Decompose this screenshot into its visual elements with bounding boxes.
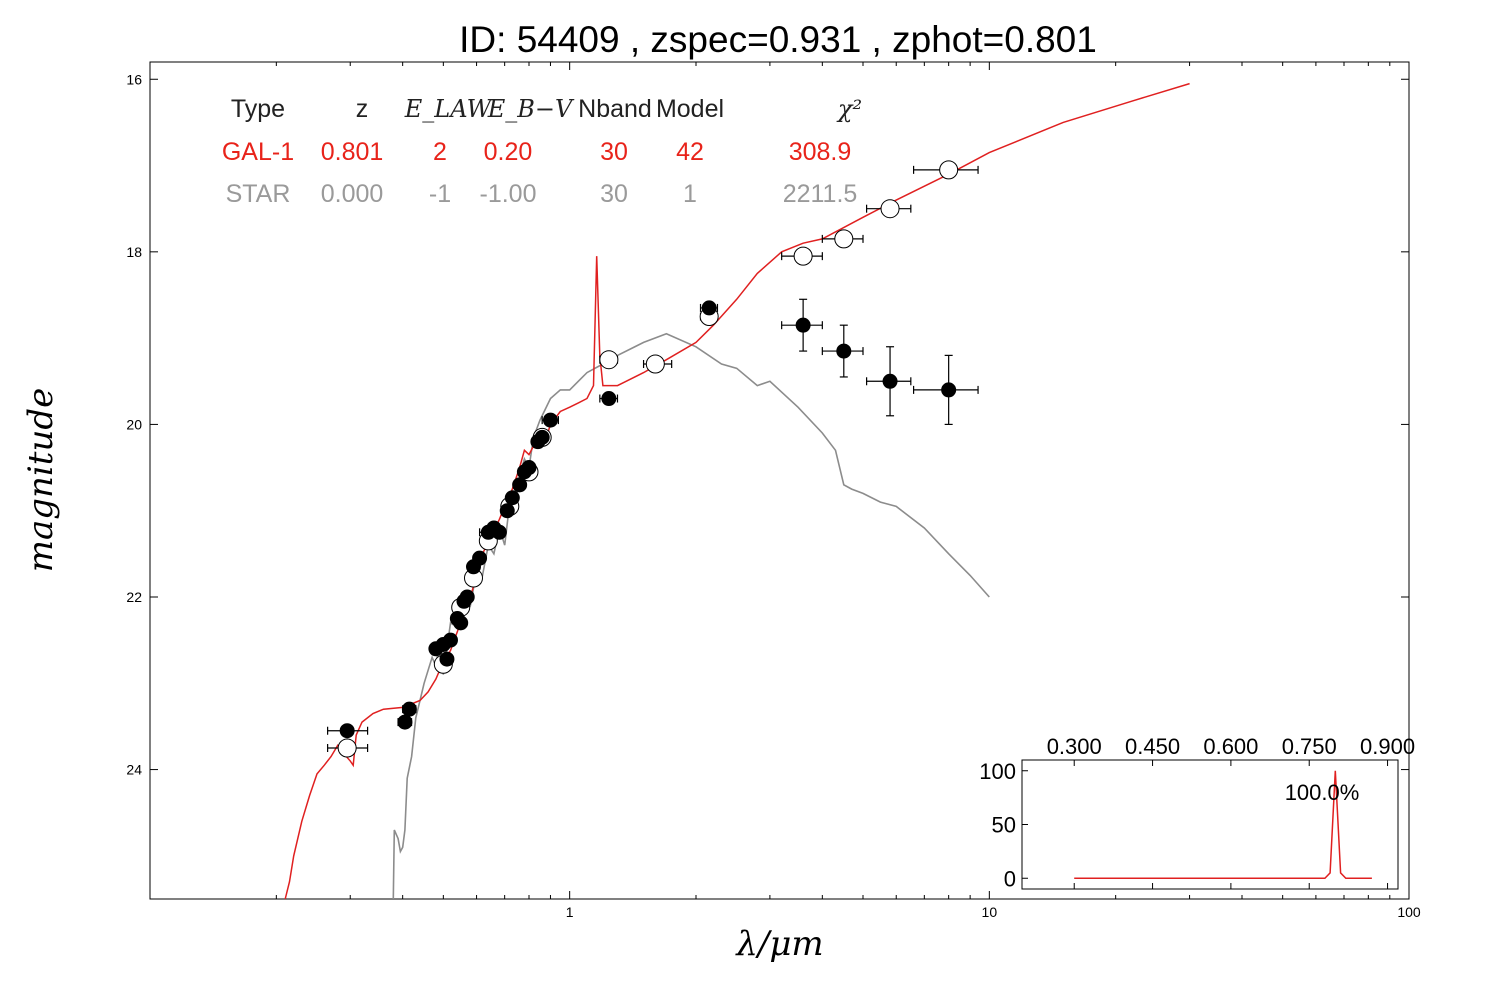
observed-point xyxy=(439,651,455,667)
observed-point xyxy=(512,477,528,493)
x-tick-label: 100 xyxy=(1397,904,1421,920)
table-cell: 42 xyxy=(676,138,704,166)
model-point xyxy=(834,229,854,249)
observed-point xyxy=(397,714,413,730)
observed-point xyxy=(601,391,617,407)
pdz-inset: 0.300 0.450 0.600 0.750 0.900 100 50 0 100.0% xyxy=(979,734,1415,891)
x-tick-label: 1 xyxy=(566,904,574,920)
table-cell: -1.00 xyxy=(480,180,537,208)
observed-point xyxy=(701,300,717,316)
observed-point xyxy=(521,460,537,476)
table-header: E_B−V xyxy=(487,95,575,123)
inset-x-tick-label: 0.600 xyxy=(1203,734,1258,759)
inset-y-tick-label: 50 xyxy=(992,813,1016,838)
table-cell: 0.000 xyxy=(321,180,384,208)
inset-x-tick-label: 0.750 xyxy=(1282,734,1337,759)
table-cell: 2211.5 xyxy=(783,180,858,208)
observed-point xyxy=(453,615,469,631)
inset-x-tick-label: 0.300 xyxy=(1047,734,1102,759)
observed-point xyxy=(882,373,898,389)
x-tick-label: 10 xyxy=(982,904,998,920)
error-bars xyxy=(327,165,979,752)
y-tick-label: 22 xyxy=(126,589,142,605)
observed-point xyxy=(472,550,488,566)
table-cell: 30 xyxy=(600,180,628,208)
y-tick-label: 18 xyxy=(126,244,142,260)
model-point xyxy=(645,354,665,374)
table-header: E_LAW xyxy=(404,95,494,123)
table-cell: STAR xyxy=(226,180,291,208)
y-axis-label: magnitude xyxy=(21,388,61,573)
observed-point xyxy=(459,589,475,605)
table-cell: 0.20 xyxy=(484,138,533,166)
table-header: Nband xyxy=(578,95,652,123)
curve-star xyxy=(392,332,990,900)
table-cell: 308.9 xyxy=(789,138,852,166)
table-cell: 1 xyxy=(683,180,697,208)
inset-x-tick-label: 0.900 xyxy=(1360,734,1415,759)
y-tick-label: 16 xyxy=(126,71,142,87)
observed-point xyxy=(491,524,507,540)
table-header: χ² xyxy=(836,95,862,123)
observed-point xyxy=(504,490,520,506)
inset-x-tick-label: 0.450 xyxy=(1125,734,1180,759)
model-point xyxy=(599,350,619,370)
model-point xyxy=(337,738,357,758)
table-header: Model xyxy=(656,95,724,123)
chart-title: ID: 54409 , zspec=0.931 , zphot=0.801 xyxy=(459,19,1097,60)
table-header: z xyxy=(356,95,369,123)
pdz-curve xyxy=(1074,770,1372,880)
model-point xyxy=(939,160,959,180)
model-point xyxy=(880,199,900,219)
observed-point xyxy=(499,503,515,519)
table-cell: 30 xyxy=(600,138,628,166)
photometry-markers xyxy=(337,160,959,758)
observed-point xyxy=(795,317,811,333)
observed-point xyxy=(442,632,458,648)
inset-y-tick-label: 100 xyxy=(979,759,1016,784)
table-cell: -1 xyxy=(429,180,451,208)
x-axis-label: λ/μm xyxy=(734,924,823,964)
pdz-peak-label: 100.0% xyxy=(1285,780,1360,805)
observed-point xyxy=(339,723,355,739)
y-tick-label: 20 xyxy=(126,416,142,432)
table-header: Type xyxy=(231,95,285,123)
inset-y-tick-label: 0 xyxy=(1004,866,1016,891)
model-point xyxy=(793,246,813,266)
observed-point xyxy=(836,343,852,359)
observed-point xyxy=(542,412,558,428)
table-cell: 0.801 xyxy=(321,138,384,166)
y-tick-label: 24 xyxy=(126,762,142,778)
plot-area xyxy=(149,61,1410,900)
inset-frame xyxy=(1021,759,1399,890)
observed-point xyxy=(534,429,550,445)
observed-point xyxy=(401,701,417,717)
table-cell: GAL-1 xyxy=(222,138,294,166)
observed-point xyxy=(941,382,957,398)
table-cell: 2 xyxy=(433,138,447,166)
